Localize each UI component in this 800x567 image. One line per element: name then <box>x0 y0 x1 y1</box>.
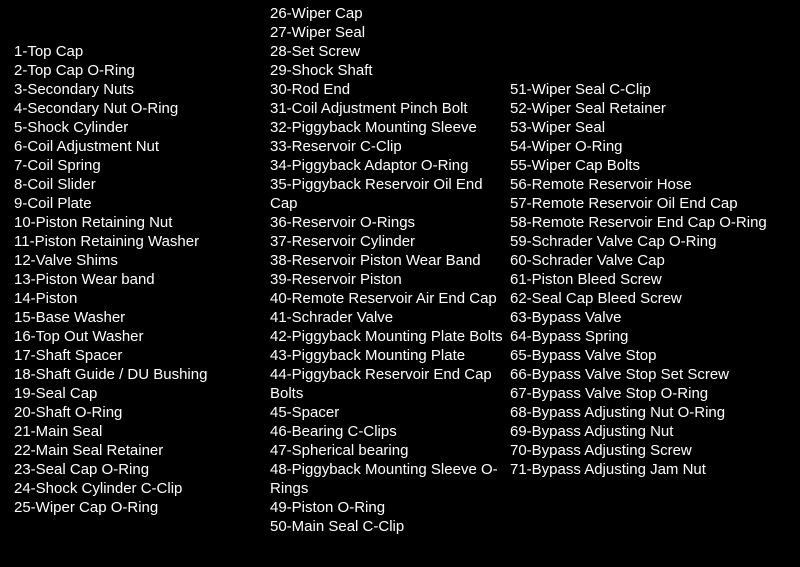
list-item: 62-Seal Cap Bleed Screw <box>510 289 795 308</box>
list-item: 63-Bypass Valve <box>510 308 795 327</box>
list-item: 68-Bypass Adjusting Nut O-Ring <box>510 403 795 422</box>
list-item: 37-Reservoir Cylinder <box>270 232 505 251</box>
parts-list-container: 1-Top Cap 2-Top Cap O-Ring 3-Secondary N… <box>0 0 800 567</box>
list-item: 3-Secondary Nuts <box>14 80 244 99</box>
list-item: 4-Secondary Nut O-Ring <box>14 99 244 118</box>
list-item: 25-Wiper Cap O-Ring <box>14 498 244 517</box>
list-item: 70-Bypass Adjusting Screw <box>510 441 795 460</box>
list-item: 51-Wiper Seal C-Clip <box>510 80 795 99</box>
list-item: 23-Seal Cap O-Ring <box>14 460 244 479</box>
list-item: 16-Top Out Washer <box>14 327 244 346</box>
list-item: 48-Piggyback Mounting Sleeve O-Rings <box>270 460 505 498</box>
list-item: 18-Shaft Guide / DU Bushing <box>14 365 244 384</box>
list-item: 58-Remote Reservoir End Cap O-Ring <box>510 213 795 232</box>
list-item: 49-Piston O-Ring <box>270 498 505 517</box>
list-item: 19-Seal Cap <box>14 384 244 403</box>
column-1: 1-Top Cap 2-Top Cap O-Ring 3-Secondary N… <box>14 42 244 517</box>
list-item: 44-Piggyback Reservoir End Cap Bolts <box>270 365 505 403</box>
list-item: 14-Piston <box>14 289 244 308</box>
list-item: 60-Schrader Valve Cap <box>510 251 795 270</box>
list-item: 27-Wiper Seal <box>270 23 505 42</box>
list-item: 6-Coil Adjustment Nut <box>14 137 244 156</box>
column-2: 26-Wiper Cap 27-Wiper Seal 28-Set Screw … <box>270 4 505 536</box>
list-item: 61-Piston Bleed Screw <box>510 270 795 289</box>
list-item: 21-Main Seal <box>14 422 244 441</box>
list-item: 65-Bypass Valve Stop <box>510 346 795 365</box>
list-item: 10-Piston Retaining Nut <box>14 213 244 232</box>
list-item: 38-Reservoir Piston Wear Band <box>270 251 505 270</box>
list-item: 2-Top Cap O-Ring <box>14 61 244 80</box>
list-item: 47-Spherical bearing <box>270 441 505 460</box>
list-item: 5-Shock Cylinder <box>14 118 244 137</box>
list-item: 31-Coil Adjustment Pinch Bolt <box>270 99 505 118</box>
list-item: 54-Wiper O-Ring <box>510 137 795 156</box>
list-item: 9-Coil Plate <box>14 194 244 213</box>
list-item: 64-Bypass Spring <box>510 327 795 346</box>
list-item: 42-Piggyback Mounting Plate Bolts <box>270 327 505 346</box>
list-item: 15-Base Washer <box>14 308 244 327</box>
list-item: 36-Reservoir O-Rings <box>270 213 505 232</box>
list-item: 8-Coil Slider <box>14 175 244 194</box>
list-item: 26-Wiper Cap <box>270 4 505 23</box>
list-item: 71-Bypass Adjusting Jam Nut <box>510 460 795 479</box>
list-item: 13-Piston Wear band <box>14 270 244 289</box>
list-item: 57-Remote Reservoir Oil End Cap <box>510 194 795 213</box>
list-item: 29-Shock Shaft <box>270 61 505 80</box>
list-item: 56-Remote Reservoir Hose <box>510 175 795 194</box>
list-item: 24-Shock Cylinder C-Clip <box>14 479 244 498</box>
list-item: 28-Set Screw <box>270 42 505 61</box>
list-item: 66-Bypass Valve Stop Set Screw <box>510 365 795 384</box>
list-item: 1-Top Cap <box>14 42 244 61</box>
list-item: 12-Valve Shims <box>14 251 244 270</box>
list-item: 7-Coil Spring <box>14 156 244 175</box>
list-item: 17-Shaft Spacer <box>14 346 244 365</box>
list-item: 45-Spacer <box>270 403 505 422</box>
list-item: 43-Piggyback Mounting Plate <box>270 346 505 365</box>
list-item: 69-Bypass Adjusting Nut <box>510 422 795 441</box>
list-item: 39-Reservoir Piston <box>270 270 505 289</box>
list-item: 35-Piggyback Reservoir Oil End Cap <box>270 175 505 213</box>
list-item: 67-Bypass Valve Stop O-Ring <box>510 384 795 403</box>
list-item: 46-Bearing C-Clips <box>270 422 505 441</box>
list-item: 11-Piston Retaining Washer <box>14 232 244 251</box>
list-item: 52-Wiper Seal Retainer <box>510 99 795 118</box>
list-item: 41-Schrader Valve <box>270 308 505 327</box>
list-item: 40-Remote Reservoir Air End Cap <box>270 289 505 308</box>
list-item: 30-Rod End <box>270 80 505 99</box>
list-item: 22-Main Seal Retainer <box>14 441 244 460</box>
list-item: 50-Main Seal C-Clip <box>270 517 505 536</box>
list-item: 32-Piggyback Mounting Sleeve <box>270 118 505 137</box>
list-item: 53-Wiper Seal <box>510 118 795 137</box>
list-item: 34-Piggyback Adaptor O-Ring <box>270 156 505 175</box>
list-item: 33-Reservoir C-Clip <box>270 137 505 156</box>
list-item: 59-Schrader Valve Cap O-Ring <box>510 232 795 251</box>
list-item: 20-Shaft O-Ring <box>14 403 244 422</box>
column-3: 51-Wiper Seal C-Clip 52-Wiper Seal Retai… <box>510 80 795 479</box>
list-item: 55-Wiper Cap Bolts <box>510 156 795 175</box>
